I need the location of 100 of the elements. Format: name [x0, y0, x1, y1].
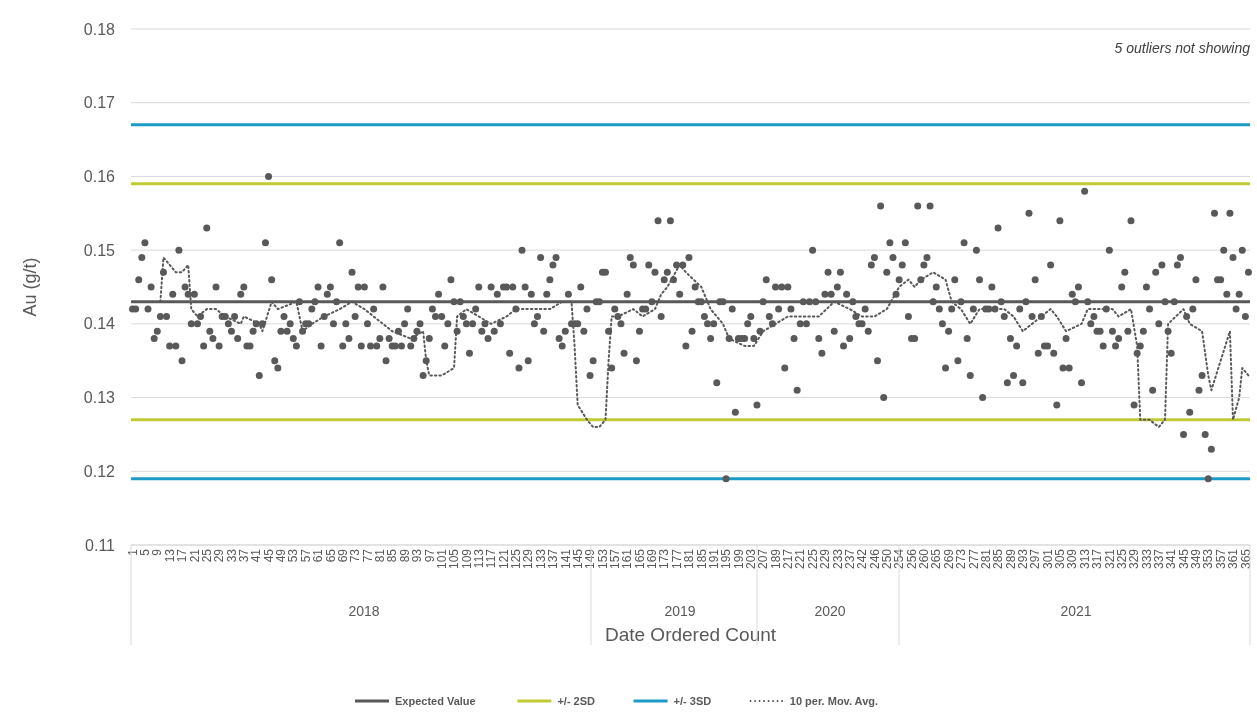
x-tick-label: 129	[521, 548, 536, 570]
x-tick-label: 177	[669, 548, 684, 570]
x-tick-label: 1	[125, 548, 140, 556]
legend-label: 10 per. Mov. Avg.	[789, 694, 879, 707]
x-tick-label: 165	[632, 548, 647, 570]
x-tick-label: 229	[818, 548, 833, 570]
x-tick-label: 101	[434, 548, 449, 570]
y-tick-label: 0.17	[83, 94, 116, 112]
legend-label: +/- 2SD	[557, 694, 596, 707]
x-tick-label: 221	[793, 548, 808, 570]
y-tick-label: 0.15	[83, 241, 116, 259]
x-tick-label: 325	[1114, 548, 1129, 570]
x-tick-label: 269	[941, 548, 956, 570]
x-tick-label: 329	[1127, 548, 1142, 570]
x-tick-label: 181	[682, 548, 697, 570]
x-tick-label: 85	[385, 548, 400, 563]
y-axis-title: Au (g/t)	[20, 257, 40, 317]
x-tick-label: 353	[1201, 548, 1216, 570]
x-tick-label: 37	[237, 548, 252, 563]
x-tick-label: 157	[607, 548, 622, 570]
x-tick-label: 13	[162, 548, 177, 563]
x-tick-label: 301	[1040, 548, 1055, 570]
x-tick-label: 93	[410, 548, 425, 563]
x-tick-label: 69	[335, 548, 350, 563]
x-tick-label: 65	[323, 548, 338, 563]
x-tick-label: 5	[138, 548, 153, 556]
x-tick-label: 133	[533, 548, 548, 570]
x-tick-label: 113	[471, 548, 486, 569]
x-tick-label: 29	[212, 548, 227, 563]
y-tick-label: 0.18	[83, 20, 116, 38]
x-tick-label: 265	[929, 548, 944, 570]
x-tick-label: 217	[781, 548, 796, 570]
x-tick-label: 317	[1090, 548, 1105, 570]
x-tick-label: 125	[509, 548, 524, 570]
x-tick-label: 173	[657, 548, 672, 570]
x-tick-label: 41	[249, 548, 264, 563]
x-tick-label: 361	[1226, 548, 1241, 570]
x-tick-label: 293	[1016, 548, 1030, 570]
x-tick-label: 9	[150, 548, 165, 556]
x-tick-label: 169	[645, 548, 660, 570]
x-tick-label: 242	[855, 548, 870, 570]
annotation: 5 outliers not showing	[1114, 39, 1251, 56]
legend-label: Expected Value	[395, 694, 476, 707]
x-tick-label: 254	[892, 548, 907, 570]
x-tick-label: 33	[224, 548, 239, 563]
x-tick-label: 313	[1077, 548, 1092, 570]
x-tick-label: 25	[199, 548, 214, 563]
x-tick-label: 45	[261, 548, 276, 563]
x-tick-label: 321	[1102, 548, 1117, 570]
x-tick-label: 117	[484, 548, 499, 569]
x-tick-label: 89	[397, 548, 412, 563]
text: 2020	[814, 602, 846, 619]
x-tick-label: 137	[546, 548, 561, 570]
x-tick-label: 199	[731, 548, 746, 570]
x-tick-label: 333	[1139, 548, 1154, 570]
x-tick-label: 305	[1053, 548, 1068, 570]
text: 2021	[1060, 602, 1092, 619]
x-tick-label: 309	[1065, 548, 1080, 570]
x-tick-label: 81	[373, 548, 388, 563]
x-tick-label: 121	[496, 548, 511, 570]
x-tick-label: 285	[991, 548, 1006, 570]
x-tick-label: 246	[867, 548, 882, 570]
text: 2019	[664, 602, 696, 619]
x-tick-label: 273	[954, 548, 969, 570]
x-tick-label: 145	[570, 548, 585, 570]
x-tick-label: 297	[1028, 548, 1043, 570]
x-tick-label: 337	[1152, 548, 1167, 570]
x-tick-label: 349	[1189, 548, 1204, 570]
x-tick-label: 21	[187, 548, 202, 563]
x-tick-label: 345	[1176, 548, 1191, 570]
x-tick-label: 141	[558, 548, 573, 570]
x-tick-label: 191	[706, 548, 721, 570]
x-tick-label: 195	[719, 548, 734, 570]
x-tick-label: 289	[1003, 548, 1018, 570]
x-tick-label: 57	[298, 548, 313, 563]
x-tick-label: 153	[595, 548, 610, 570]
y-tick-label: 0.11	[85, 536, 116, 554]
x-tick-label: 185	[694, 548, 709, 570]
x-tick-label: 149	[583, 548, 598, 570]
x-tick-label: 225	[805, 548, 820, 570]
x-tick-label: 203	[743, 548, 758, 570]
x-tick-label: 189	[768, 548, 783, 570]
x-tick-label: 207	[756, 548, 771, 570]
x-tick-label: 17	[175, 548, 190, 563]
y-tick-label: 0.16	[83, 168, 116, 186]
x-tick-label: 109	[459, 548, 474, 570]
x-tick-label: 341	[1164, 548, 1179, 570]
x-tick-label: 53	[286, 548, 301, 563]
x-tick-label: 256	[904, 548, 919, 570]
x-tick-label: 250	[879, 548, 894, 570]
x-tick-label: 161	[620, 548, 635, 570]
x-axis-title: Date Ordered Count	[604, 623, 777, 645]
x-tick-label: 49	[274, 548, 289, 563]
x-tick-label: 97	[422, 548, 437, 563]
y-tick-label: 0.13	[83, 389, 116, 407]
x-tick-label: 260	[917, 548, 932, 570]
x-tick-label: 105	[447, 548, 462, 570]
x-tick-label: 61	[311, 548, 326, 563]
y-tick-label: 0.12	[83, 462, 116, 480]
x-tick-label: 237	[842, 548, 857, 570]
